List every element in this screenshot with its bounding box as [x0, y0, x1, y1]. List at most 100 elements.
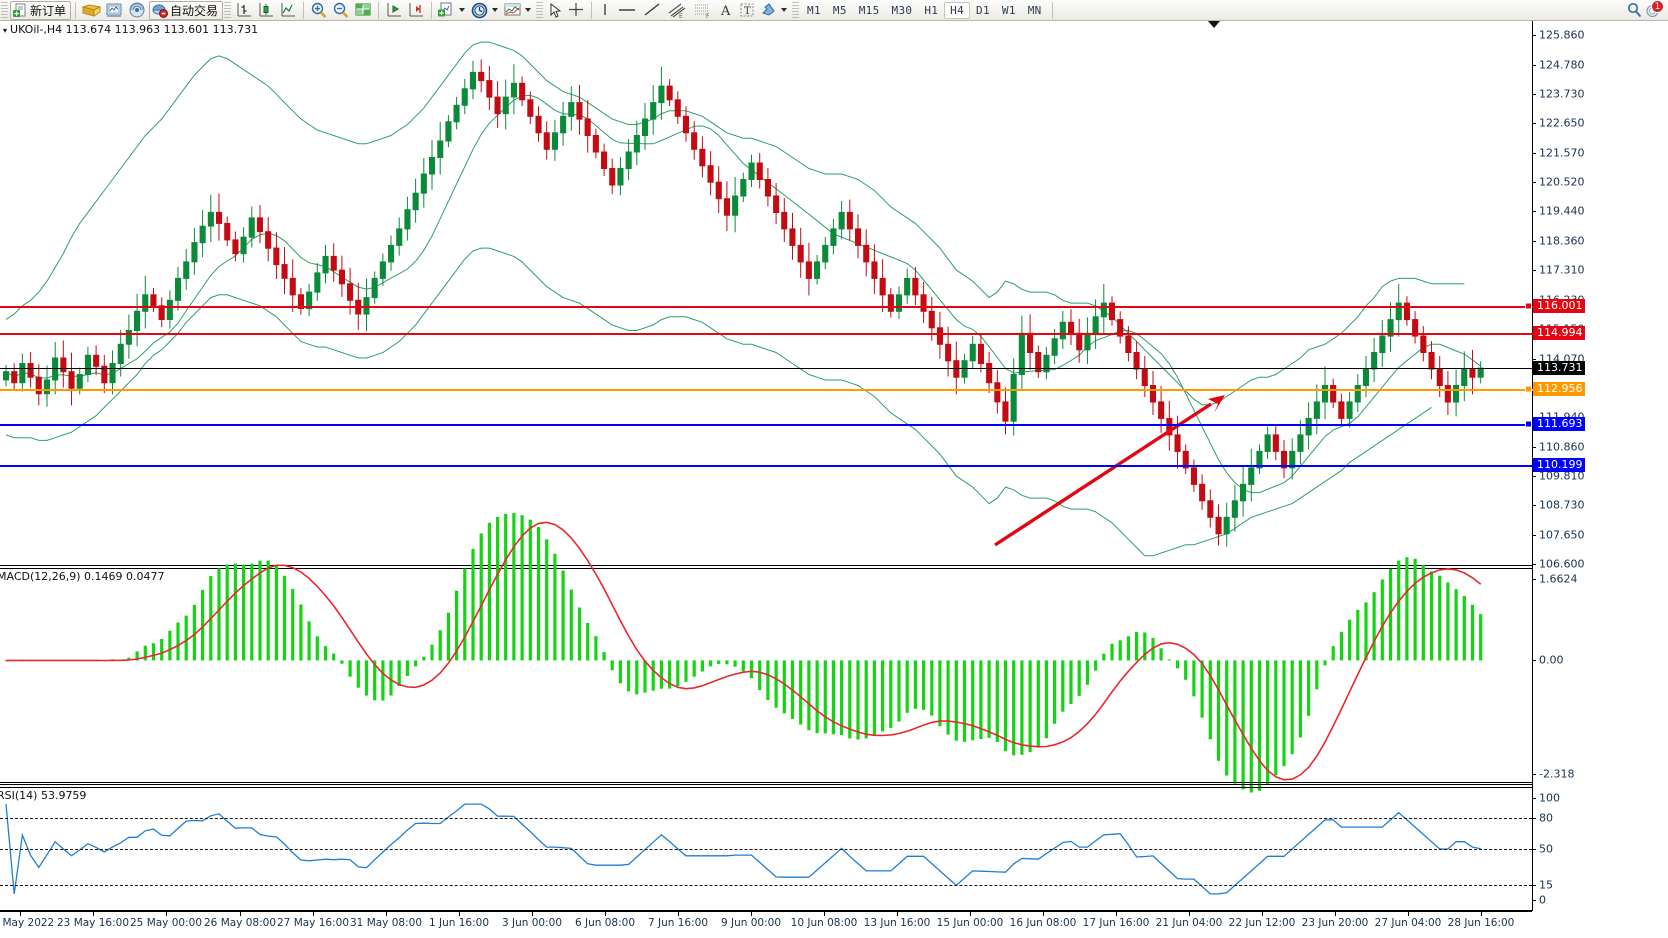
cursor-button[interactable] [545, 1, 565, 20]
resistance-1-line[interactable] [0, 305, 1533, 308]
resistance-2-label[interactable]: 114.994 [1533, 326, 1585, 341]
chart-canvas[interactable]: ▾ UKOil-,H4 113.674 113.963 113.601 113.7… [0, 21, 1668, 938]
text-label-button[interactable]: T [736, 1, 758, 20]
svg-text:T: T [744, 6, 751, 17]
time-tick [897, 911, 898, 916]
rsi-tick-label: 50 [1539, 842, 1553, 856]
indicator-add-button[interactable] [436, 1, 469, 20]
price-tick-label: 118.360 [1539, 234, 1585, 248]
time-tick [20, 911, 21, 916]
scroll-position-marker[interactable] [1208, 21, 1220, 28]
folder-icon [81, 2, 102, 19]
timeframe-w1[interactable]: W1 [1001, 3, 1016, 17]
period-clock-button[interactable] [469, 1, 502, 20]
support-1-label[interactable]: 111.693 [1533, 417, 1585, 432]
autotrade-button[interactable]: 自动交易 [149, 0, 224, 20]
time-tick [1262, 911, 1263, 916]
notifications-button[interactable]: 1 [1645, 0, 1664, 19]
price-tick [1532, 475, 1536, 477]
pivot-line[interactable] [0, 389, 1533, 392]
template-dropdown-caret[interactable] [525, 8, 532, 12]
svg-text:F: F [706, 13, 710, 20]
timeframe-m5[interactable]: M5 [832, 3, 847, 17]
time-tick [313, 911, 314, 916]
search-icon [1626, 2, 1643, 19]
crosshair-button[interactable] [565, 1, 587, 20]
timeframe-h1[interactable]: H1 [924, 3, 939, 17]
current-price-label[interactable]: 113.731 [1533, 361, 1585, 376]
folder-button[interactable] [80, 1, 103, 20]
fibonacci-icon: F [692, 2, 714, 20]
time-tick-label: 21 Jun 04:00 [1155, 917, 1223, 929]
vertical-line-button[interactable] [596, 1, 614, 20]
price-tick-label: 117.310 [1539, 263, 1585, 277]
macd-panel-label: MACD(12,26,9) 0.1469 0.0477 [0, 570, 165, 583]
grid-button[interactable] [352, 1, 374, 20]
rsi-panel-top-border-2 [0, 787, 1532, 788]
macd-tick-label: 0.00 [1539, 653, 1564, 667]
support-2-line[interactable] [0, 465, 1533, 468]
line-chart-button[interactable] [277, 1, 299, 20]
horizontal-line-icon [616, 2, 638, 19]
fibonacci-button[interactable]: F [690, 1, 716, 20]
bar-chart-button[interactable] [233, 1, 255, 20]
timeframe-h4[interactable]: H4 [944, 1, 971, 19]
autotrade-icon [152, 3, 169, 18]
current-price-line[interactable] [0, 368, 1533, 370]
timeframe-m1[interactable]: M1 [807, 3, 821, 17]
line-chart-icon [279, 2, 297, 19]
search-button[interactable] [1624, 1, 1645, 20]
timeframe-d1[interactable]: D1 [976, 3, 990, 17]
time-tick-label: 20 May 2022 [0, 917, 55, 929]
price-tick-label: 120.520 [1539, 175, 1585, 189]
divider-6 [1051, 1, 1053, 19]
macd-tick [1532, 579, 1536, 580]
collapse-arrow-icon[interactable]: ▾ [3, 26, 8, 35]
text-button[interactable]: A [716, 1, 736, 20]
support-2-label[interactable]: 110.199 [1533, 458, 1585, 473]
toolbar-grip-1[interactable] [1, 1, 8, 19]
macd-panel-bottom-border [0, 782, 1532, 783]
new-order-button[interactable]: 新订单 [10, 0, 72, 20]
support-1-line[interactable] [0, 424, 1533, 427]
time-tick [970, 911, 971, 916]
shift-end-button[interactable] [383, 1, 405, 20]
resistance-1-label[interactable]: 116.001 [1533, 298, 1585, 313]
rsi-level-15 [0, 884, 1532, 886]
resistance-2-line[interactable] [0, 333, 1533, 336]
signal-button[interactable] [126, 1, 149, 20]
indicator-dropdown-caret[interactable] [459, 8, 466, 12]
toolbar-grip-4[interactable] [792, 1, 800, 19]
timeframe-m15[interactable]: M15 [858, 3, 880, 17]
support-1-handle[interactable] [1525, 420, 1532, 428]
toolbar-grip-2[interactable] [224, 1, 232, 19]
candle-chart-button[interactable] [255, 1, 277, 20]
price-tick-label: 123.730 [1539, 87, 1585, 100]
toolbar-grip-3[interactable] [536, 1, 544, 19]
resistance-1-handle[interactable] [1525, 302, 1532, 310]
period-dropdown-caret[interactable] [492, 8, 499, 12]
time-tick [93, 911, 94, 916]
zoom-out-button[interactable] [330, 1, 352, 20]
trendline-button[interactable] [640, 1, 664, 20]
autoscroll-button[interactable] [405, 1, 427, 20]
notification-count: 1 [1651, 0, 1664, 13]
zoom-in-button[interactable] [308, 1, 330, 20]
terminal-button[interactable] [103, 1, 126, 20]
timeframe-m30[interactable]: M30 [891, 3, 913, 17]
time-tick-label: 9 Jun 00:00 [720, 917, 782, 929]
rsi-tick-label: 100 [1539, 791, 1560, 805]
timeframe-mn[interactable]: MN [1027, 3, 1042, 17]
template-button[interactable] [502, 1, 535, 20]
pivot-label[interactable]: 112.956 [1533, 382, 1585, 397]
price-tick [1532, 123, 1536, 125]
shapes-button[interactable] [758, 1, 791, 20]
horizontal-line-button[interactable] [614, 1, 640, 20]
rsi-level-80 [0, 818, 1532, 820]
equidistant-channel-button[interactable]: E [664, 1, 690, 20]
shapes-dropdown-caret[interactable] [781, 8, 788, 12]
pivot-handle[interactable] [1525, 385, 1532, 393]
uptrend-arrow [994, 395, 1225, 547]
time-tick [605, 911, 606, 916]
time-tick [1335, 911, 1336, 916]
